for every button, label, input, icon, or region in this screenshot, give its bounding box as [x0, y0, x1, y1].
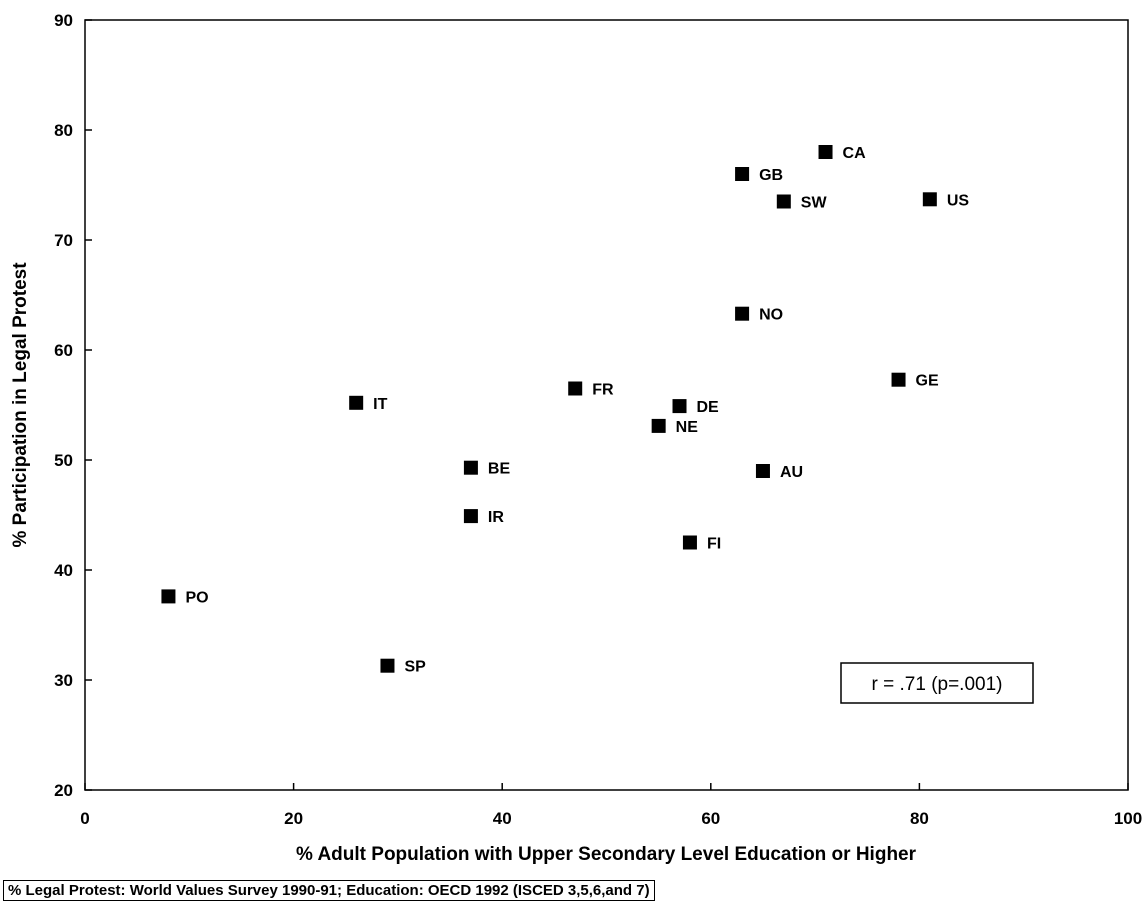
- point-label-fr: FR: [592, 382, 614, 399]
- x-tick-label: 80: [910, 809, 929, 828]
- correlation-annotation-box: [840, 662, 1034, 704]
- point-label-ir: IR: [488, 509, 504, 526]
- point-label-sp: SP: [404, 659, 426, 676]
- point-label-be: BE: [488, 461, 511, 478]
- scatter-chart: 0 20 40 60 80 100 20 30 40 50 60 70 80 90 CA GB SW US NO…: [10, 11, 1142, 865]
- data-points: CA GB SW US NO GE FR IT DE NE BE AU IR FI PO SP: [161, 145, 969, 676]
- point-label-po: PO: [185, 589, 208, 606]
- point-label-no: NO: [759, 307, 783, 324]
- data-point-po: [161, 589, 176, 604]
- x-axis-ticks: 0 20 40 60 80 100: [80, 783, 1142, 828]
- point-label-ca: CA: [843, 145, 867, 162]
- plot-frame: [84, 19, 1129, 791]
- data-point-de: [672, 399, 687, 414]
- y-tick-label: 90: [54, 11, 73, 30]
- data-point-it: [349, 395, 364, 410]
- data-point-ca: [818, 145, 833, 159]
- source-note: % Legal Protest: World Values Survey 199…: [3, 880, 655, 901]
- data-point-ge: [891, 372, 906, 387]
- data-point-sp: [380, 658, 395, 673]
- x-tick-label: 60: [701, 809, 720, 828]
- y-axis-title: % Participation in Legal Protest: [10, 262, 31, 548]
- x-tick-label: 0: [80, 809, 89, 828]
- y-tick-label: 50: [54, 451, 73, 470]
- y-tick-label: 70: [54, 231, 73, 250]
- data-point-us: [922, 192, 937, 207]
- x-tick-label: 20: [284, 809, 303, 828]
- correlation-annotation: r = .71 (p=.001): [872, 674, 1003, 695]
- point-label-de: DE: [697, 399, 720, 416]
- point-label-ne: NE: [676, 419, 699, 436]
- data-point-ne: [651, 418, 666, 433]
- data-point-be: [463, 460, 478, 475]
- y-axis-ticks: 20 30 40 50 60 70 80 90: [54, 11, 92, 800]
- y-tick-label: 80: [54, 121, 73, 140]
- point-label-ge: GE: [916, 373, 939, 390]
- data-point-no: [735, 306, 750, 321]
- point-label-au: AU: [780, 464, 803, 481]
- y-tick-label: 60: [54, 341, 73, 360]
- data-point-ir: [463, 509, 478, 524]
- x-axis-title: % Adult Population with Upper Secondary …: [296, 844, 917, 865]
- data-point-gb: [735, 167, 750, 181]
- data-point-au: [755, 464, 770, 478]
- point-label-gb: GB: [759, 167, 783, 184]
- point-label-us: US: [947, 192, 970, 209]
- x-tick-label: 40: [493, 809, 512, 828]
- point-label-it: IT: [373, 396, 387, 413]
- y-tick-label: 20: [54, 781, 73, 800]
- data-point-sw: [776, 194, 791, 209]
- y-tick-label: 30: [54, 671, 73, 690]
- data-point-fr: [568, 381, 583, 396]
- point-label-fi: FI: [707, 536, 721, 553]
- data-point-fi: [682, 535, 697, 550]
- point-label-sw: SW: [801, 195, 828, 212]
- y-tick-label: 40: [54, 561, 73, 580]
- x-tick-label: 100: [1114, 809, 1142, 828]
